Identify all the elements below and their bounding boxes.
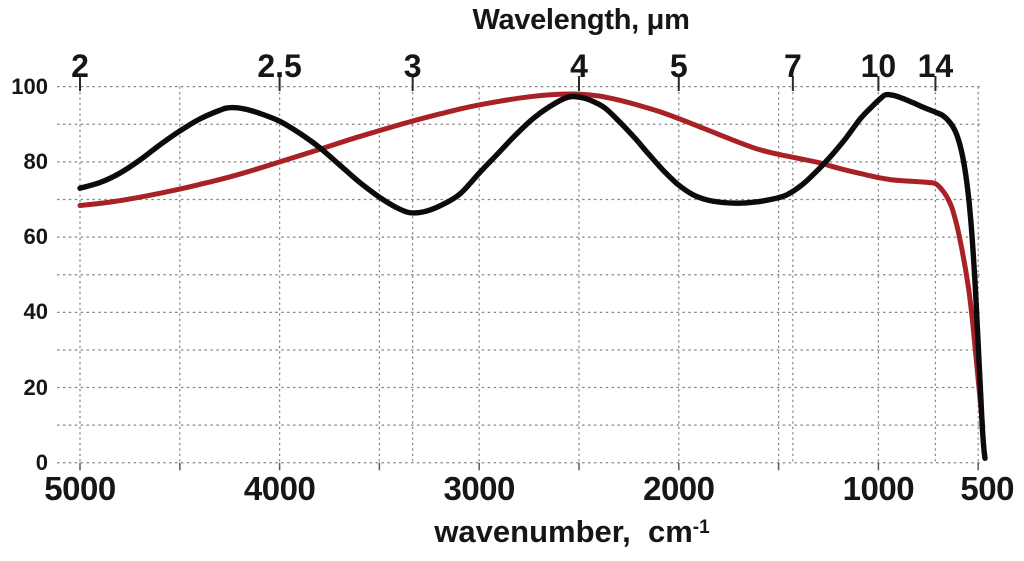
x-axis-title-text: wavenumber, cm: [434, 514, 693, 549]
y-axis-tick-label: 100: [11, 73, 48, 99]
bottom-axis-tick-label: 1000: [842, 470, 915, 507]
top-axis-tick-label: 7: [783, 48, 802, 84]
bottom-axis-tick-label: 3000: [443, 470, 515, 507]
y-axis-tick-label: 40: [23, 299, 48, 325]
top-axis-tick-label: 3: [403, 48, 422, 84]
y-axis-tick-label: 80: [23, 148, 48, 174]
series-curve: [77, 91, 988, 461]
top-axis-title: Wavelength, μm: [472, 4, 690, 36]
bottom-axis-tick-label: 5000: [44, 470, 116, 507]
bottom-axis-tick-label: 4000: [243, 470, 316, 507]
bottom-axis-tick-label: 500: [960, 470, 1014, 507]
y-axis-tick-label: 0: [35, 449, 48, 475]
top-axis-tick-label: 5: [669, 48, 688, 84]
x-axis-title: wavenumber, cm-1: [434, 511, 709, 549]
top-axis-tick-label: 14: [917, 48, 954, 84]
top-axis-tick-label: 10: [860, 48, 897, 84]
x-axis-title-exponent: -1: [692, 517, 710, 538]
y-axis-tick-label: 20: [23, 374, 48, 400]
series-curve: [77, 91, 986, 430]
y-axis-tick-label: 60: [23, 224, 48, 250]
bottom-axis-tick-label: 2000: [643, 470, 715, 507]
top-axis-tick-label: 4: [570, 48, 588, 84]
top-axis-tick-label: 2: [71, 48, 89, 84]
top-axis-tick-label: 2.5: [257, 48, 302, 84]
